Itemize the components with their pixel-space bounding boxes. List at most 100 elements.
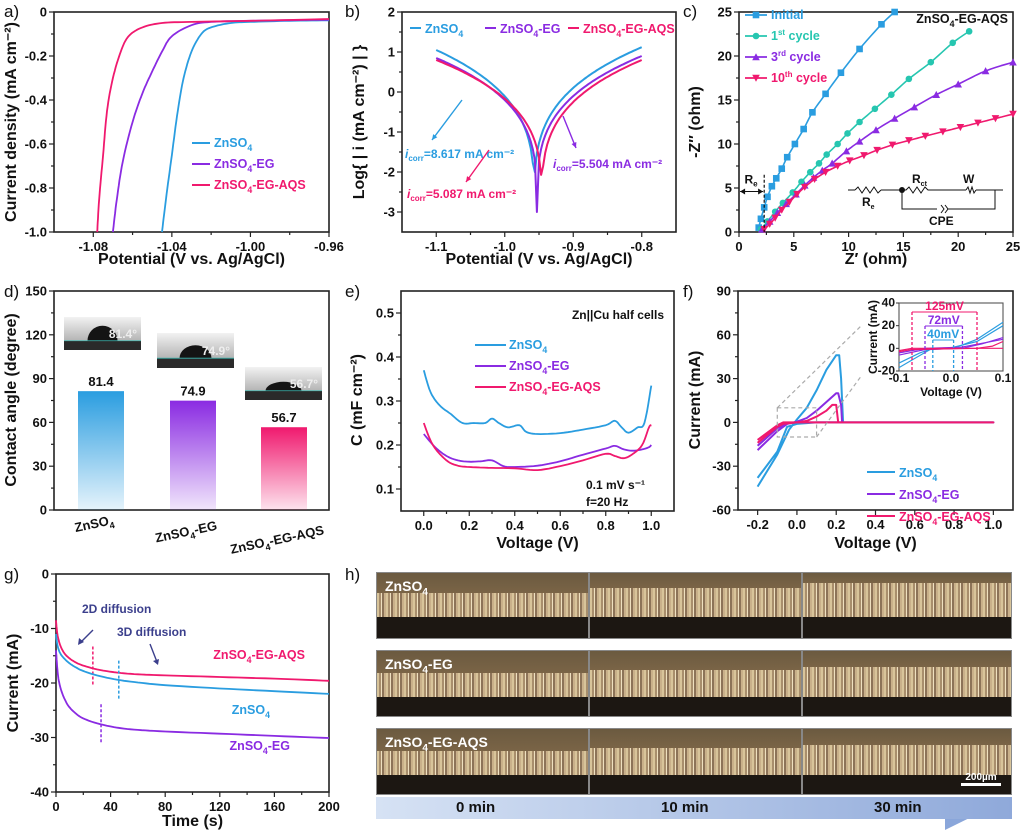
series-line-znso4 xyxy=(756,354,995,488)
series-label-aqs: ZnSO4-EG-AQS xyxy=(213,648,305,665)
data-point xyxy=(752,11,760,19)
data-point xyxy=(777,206,786,214)
annotation-frequency: f=20 Hz xyxy=(586,495,628,509)
zinc-deposit-layer xyxy=(590,588,801,617)
inset-x-axis-label: Voltage (V) xyxy=(920,385,982,399)
y-tick-label: -1.0 xyxy=(25,225,47,240)
data-point xyxy=(888,91,895,99)
panel-f-inset: -0.1 0.0 0.1 -20 0 20 40 Voltage (V) Current (mA… xyxy=(866,296,1012,400)
substrate-region xyxy=(803,697,1011,716)
micrograph-1-2 xyxy=(589,572,802,639)
x-tick-label: -0.2 xyxy=(746,517,768,532)
electrolyte-region xyxy=(377,573,588,593)
scale-bar: 200µm xyxy=(961,772,1001,786)
x-axis-label: Z′ (ohm) xyxy=(845,251,907,268)
substrate xyxy=(64,340,141,350)
legend-label: ZnSO4 xyxy=(425,22,463,39)
data-point xyxy=(981,67,990,75)
x-tick-label: 40 xyxy=(103,799,117,814)
micrograph-1-3 xyxy=(802,572,1012,639)
zinc-deposit-layer xyxy=(803,745,1011,775)
zoom-guide xyxy=(816,374,863,438)
legend-label: ZnSO4-EG-AQS xyxy=(214,178,306,195)
data-point xyxy=(1009,110,1017,118)
x-tick-label: 20 xyxy=(951,239,965,254)
droplet-image: 56.7° xyxy=(245,367,322,400)
data-point xyxy=(828,159,836,167)
legend-label: 1st cycle xyxy=(771,28,820,43)
x-axis-label: Potential (V vs. Ag/AgCl) xyxy=(446,251,633,268)
annotation-arrow xyxy=(431,99,463,141)
panel-label: e) xyxy=(345,282,360,301)
data-point xyxy=(872,126,880,134)
micrograph-1-1: ZnSO4 xyxy=(376,572,589,639)
data-point xyxy=(910,103,919,111)
electrolyte-region xyxy=(803,729,1011,745)
series-line-znso4 xyxy=(55,633,330,695)
data-point xyxy=(932,90,941,99)
annotation-arrow xyxy=(465,149,490,183)
y-axis-label: Current density (mA cm⁻²) xyxy=(3,22,20,222)
bar-value-label: 81.4 xyxy=(88,374,114,389)
substrate-region xyxy=(377,617,588,638)
y-tick-label: 90 xyxy=(717,284,731,299)
inset-frame xyxy=(898,302,1004,372)
icorr-annotation: icorr=5.087 mA cm⁻² xyxy=(407,187,516,203)
droplet xyxy=(179,345,212,359)
micrograph-row-label: ZnSO4 xyxy=(385,578,428,598)
substrate-region xyxy=(803,775,1011,794)
data-point xyxy=(965,28,973,35)
circuit-cpe-label: CPE xyxy=(929,214,954,228)
x-axis-label: Time (s) xyxy=(162,813,223,830)
y-axis-label: Current (mA) xyxy=(5,634,22,733)
y-tick-label: 0 xyxy=(724,415,731,430)
y-tick-label: -0.8 xyxy=(25,181,47,196)
data-point xyxy=(905,137,913,145)
data-point xyxy=(921,132,930,140)
micrograph-2-3 xyxy=(802,650,1012,717)
annotation-arrow xyxy=(149,643,158,663)
cpe-branch-icon xyxy=(901,190,996,214)
circuit-w-label: W xyxy=(963,172,975,186)
overpotential-label: 72mV xyxy=(928,313,960,327)
annotation-scan-rate: 0.1 mV s⁻¹ xyxy=(586,478,645,492)
data-point xyxy=(768,182,776,190)
time-label: 10 min xyxy=(661,799,709,816)
y-tick-label: 15 xyxy=(718,93,732,108)
series-line-znso4-eg-aqs xyxy=(756,403,995,444)
y-tick-label: -2 xyxy=(383,165,395,180)
electrolyte-region xyxy=(377,651,588,673)
substrate-region xyxy=(377,775,588,794)
micrograph-row-label: ZnSO4-EG-AQS xyxy=(385,734,488,754)
time-progress-bar: 0 min 10 min 30 min xyxy=(376,797,1012,819)
panel-label: g) xyxy=(4,565,19,584)
panel-d-chart: 0 30 60 90 120 150 Contact angle (degree) 81.4 Z… xyxy=(3,284,330,557)
y-tick-label: -0.2 xyxy=(25,49,47,64)
panel-label: h) xyxy=(345,565,360,584)
inset-title: ZnSO4-EG-AQS xyxy=(916,12,1008,29)
x-tick-label: 25 xyxy=(1006,239,1020,254)
data-point xyxy=(856,45,863,53)
inset-y-tick-label: 0 xyxy=(888,341,895,355)
data-point xyxy=(954,80,962,88)
legend-label: ZnSO4-EG-AQS xyxy=(899,510,991,527)
data-point xyxy=(890,114,899,122)
x-tick-label: 0 xyxy=(52,799,59,814)
legend-label: 10th cycle xyxy=(771,70,827,85)
y-tick-label: 2 xyxy=(388,5,395,20)
panel-b-chart: -1.1 -1.0 -0.9 -0.8 2 1 0 -1 -2 -3 Potential (V vs… xyxy=(351,5,677,268)
zinc-deposit-layer xyxy=(590,670,801,697)
panel-e-chart: 0.0 0.2 0.4 0.6 0.8 1.0 0.1 0.2 0.3 0.4 0.5 Voltage… xyxy=(349,290,675,552)
data-point xyxy=(760,226,769,234)
data-point xyxy=(793,190,801,198)
y-tick-label: -30 xyxy=(30,730,49,745)
y-tick-label: 30 xyxy=(33,459,47,474)
substrate xyxy=(157,358,234,368)
y-tick-label: 0.2 xyxy=(376,438,394,453)
y-tick-label: 10 xyxy=(718,137,732,152)
bar xyxy=(78,391,124,510)
data-point xyxy=(927,58,935,66)
x-tick-label: 0.6 xyxy=(551,518,569,533)
time-label: 30 min xyxy=(874,799,922,816)
data-point xyxy=(822,90,829,98)
